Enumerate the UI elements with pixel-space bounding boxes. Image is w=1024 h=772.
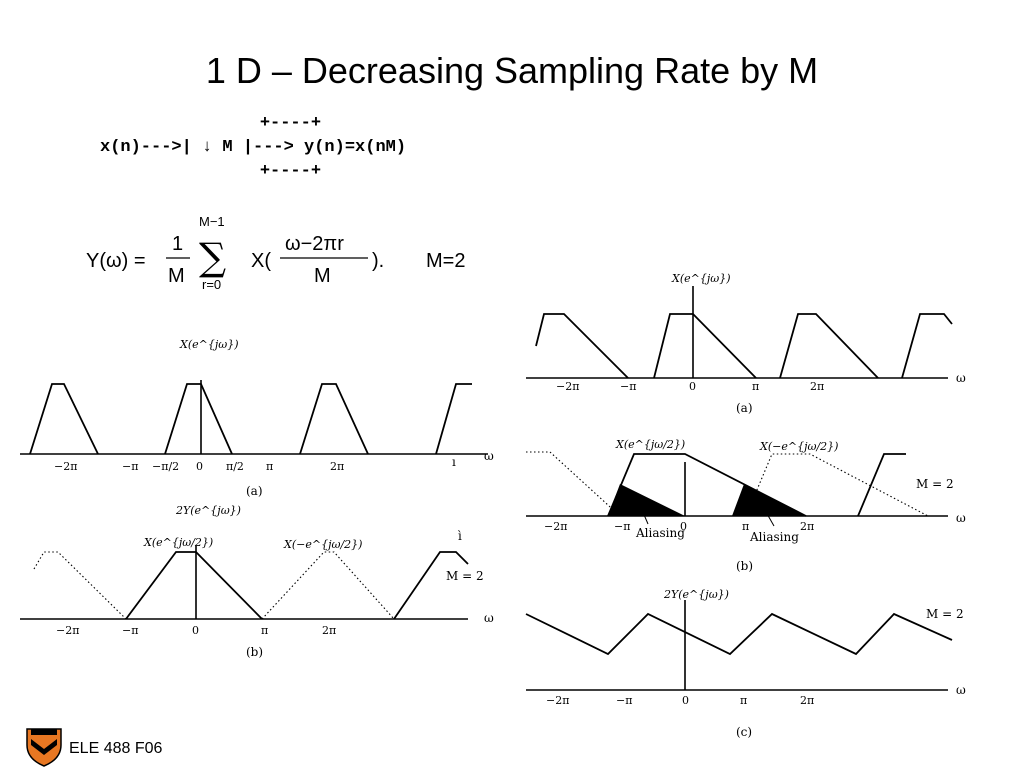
right-a-tick-minus2pi: −2π bbox=[556, 380, 579, 393]
footer-course-label: ELE 488 F06 bbox=[69, 740, 163, 757]
left-a-spectrum-2pi bbox=[299, 383, 369, 455]
right-a-tick-minuspi: −π bbox=[620, 380, 636, 393]
left-b-tick-minus2pi: −2π bbox=[56, 624, 79, 637]
left-a-tick-minuspi2: −π/2 bbox=[152, 460, 179, 473]
right-b-tick-0: 0 bbox=[680, 520, 687, 533]
diagram-line-bottom bbox=[100, 162, 260, 181]
left-b-neg-spectrum-left bbox=[33, 551, 127, 620]
left-a-tick-0: 0 bbox=[196, 460, 203, 473]
left-a-tick-pi: π bbox=[266, 460, 273, 473]
right-c-aliased-spectrum bbox=[525, 612, 953, 656]
left-b-pos-spectrum-center bbox=[125, 551, 263, 620]
right-a-tick-pi: π bbox=[752, 380, 759, 393]
left-b-label-neg: X(−e^{jω/2}) bbox=[283, 538, 362, 551]
formula-arg-num: ω−2πr bbox=[285, 233, 344, 255]
figure-right-b: X(e^{jω/2}) X(−e^{jω/2}) M = 2 ω −2π −π … bbox=[520, 432, 970, 580]
formula-x-open: X( bbox=[251, 250, 271, 272]
right-a-spectrum-4pi bbox=[901, 313, 953, 379]
left-b-tick-0: 0 bbox=[192, 624, 199, 637]
diagram-box-top: +----+ bbox=[259, 114, 322, 133]
left-a-tick-minuspi: −π bbox=[122, 460, 138, 473]
right-c-tick-minus2pi: −2π bbox=[546, 694, 569, 707]
formula-x-close: ). bbox=[372, 250, 384, 272]
left-a-caption: (a) bbox=[246, 484, 263, 498]
left-b-neg-spectrum-right bbox=[261, 551, 395, 620]
right-b-aliasing-region-2 bbox=[732, 484, 806, 516]
formula-frac-num: 1 bbox=[172, 233, 183, 255]
right-c-func-label: 2Y(e^{jω}) bbox=[663, 588, 729, 601]
right-b-tick-pi: π bbox=[742, 520, 749, 533]
right-b-aliasing-pointer-2 bbox=[765, 511, 775, 527]
figure-right-a: X(e^{jω}) ω −2π −π 0 π 2π (a) bbox=[520, 266, 970, 420]
right-c-m-note: M = 2 bbox=[926, 607, 964, 621]
right-c-tick-2pi: 2π bbox=[800, 694, 814, 707]
right-b-neg-spectrum-left bbox=[526, 451, 621, 517]
right-a-spectrum-0 bbox=[653, 313, 757, 379]
left-a-tick-2pi: 2π bbox=[330, 460, 344, 473]
formula-frac-den: M bbox=[168, 265, 185, 287]
figure-right-c: 2Y(e^{jω}) M = 2 ω −2π −π 0 π 2π (c) bbox=[520, 580, 970, 740]
figure-left-a: X(e^{jω}) ı ω −2π −π −π/2 0 π/2 π 2π (a) bbox=[18, 330, 498, 500]
left-b-tick-2pi: 2π bbox=[322, 624, 336, 637]
right-c-omega-label: ω bbox=[956, 683, 966, 697]
right-b-label-pos: X(e^{jω/2}) bbox=[615, 438, 685, 451]
right-b-omega-label: ω bbox=[956, 511, 966, 525]
diagram-box-bottom: +----+ bbox=[259, 162, 322, 181]
right-a-spectrum-2pi bbox=[779, 313, 879, 379]
left-b-caption: (b) bbox=[246, 645, 263, 659]
diagram-line-signal: x(n)--->| ↓ M |---> y(n)=x(nM) bbox=[100, 138, 407, 157]
right-a-tick-2pi: 2π bbox=[810, 380, 824, 393]
right-b-aliasing-label-1: Aliasing bbox=[635, 526, 685, 540]
left-b-omega-label: ω bbox=[484, 611, 494, 625]
right-b-tick-2pi: 2π bbox=[800, 520, 814, 533]
right-b-caption: (b) bbox=[736, 559, 753, 573]
right-a-tick-0: 0 bbox=[689, 380, 696, 393]
left-b-tick-minuspi: −π bbox=[122, 624, 138, 637]
right-a-caption: (a) bbox=[736, 401, 753, 415]
left-a-tick-minus2pi: −2π bbox=[54, 460, 77, 473]
right-b-aliasing-label-2: Aliasing bbox=[749, 530, 799, 544]
left-a-spectrum-0 bbox=[164, 383, 233, 455]
left-b-stray-mark: ì bbox=[457, 529, 462, 543]
right-c-caption: (c) bbox=[736, 725, 752, 739]
left-b-m-note: M = 2 bbox=[446, 569, 484, 583]
slide-title: 1 D – Decreasing Sampling Rate by M bbox=[205, 50, 819, 91]
formula-lhs: Y(ω) = bbox=[86, 250, 146, 272]
formula-arg-den: M bbox=[314, 265, 331, 287]
right-b-pos-spectrum-center bbox=[607, 453, 807, 517]
left-a-spectrum-minus2pi bbox=[29, 383, 99, 455]
left-a-spectrum-4pi bbox=[435, 383, 472, 455]
diagram-line-top bbox=[100, 114, 260, 133]
right-b-m-note: M = 2 bbox=[916, 477, 954, 491]
left-a-tick-pi2: π/2 bbox=[226, 460, 244, 473]
right-b-aliasing-pointer-1 bbox=[641, 509, 649, 525]
right-a-omega-label: ω bbox=[956, 371, 966, 385]
figure-left-b: 2Y(e^{jω}) X(e^{jω/2}) X(−e^{jω/2}) ì M … bbox=[18, 500, 498, 665]
left-a-stray-mark: ı bbox=[452, 455, 456, 469]
left-b-func-label: 2Y(e^{jω}) bbox=[175, 504, 241, 517]
left-b-tick-pi: π bbox=[261, 624, 268, 637]
downsampler-block-diagram: +----+ x(n)--->| ↓ M |---> y(n)=x(nM) +-… bbox=[100, 112, 406, 184]
right-b-label-neg: X(−e^{jω/2}) bbox=[759, 440, 838, 453]
right-c-tick-pi: π bbox=[740, 694, 747, 707]
left-a-omega-label: ω bbox=[484, 449, 494, 463]
formula-sum-upper: M−1 bbox=[199, 214, 225, 229]
right-b-tick-minus2pi: −2π bbox=[544, 520, 567, 533]
right-a-func-label: X(e^{jω}) bbox=[671, 272, 731, 285]
downsampling-formula: Y(ω) = 1 M M−1 ∑ r=0 X( ω−2πr M ). M=2 bbox=[86, 212, 506, 300]
summation-symbol: ∑ bbox=[199, 235, 226, 279]
formula-m-value: M=2 bbox=[426, 250, 465, 272]
left-b-label-pos: X(e^{jω/2}) bbox=[143, 536, 213, 549]
left-a-func-label: X(e^{jω}) bbox=[179, 338, 239, 351]
right-b-pos-spectrum-right bbox=[857, 453, 906, 517]
right-b-aliasing-region-1 bbox=[608, 484, 685, 516]
right-c-tick-minuspi: −π bbox=[616, 694, 632, 707]
left-b-pos-spectrum-right bbox=[393, 551, 469, 620]
right-c-tick-0: 0 bbox=[682, 694, 689, 707]
university-shield-logo bbox=[25, 725, 63, 767]
right-a-spectrum-minus2pi bbox=[535, 313, 629, 379]
formula-sum-lower: r=0 bbox=[202, 277, 221, 292]
right-b-tick-minuspi: −π bbox=[614, 520, 630, 533]
